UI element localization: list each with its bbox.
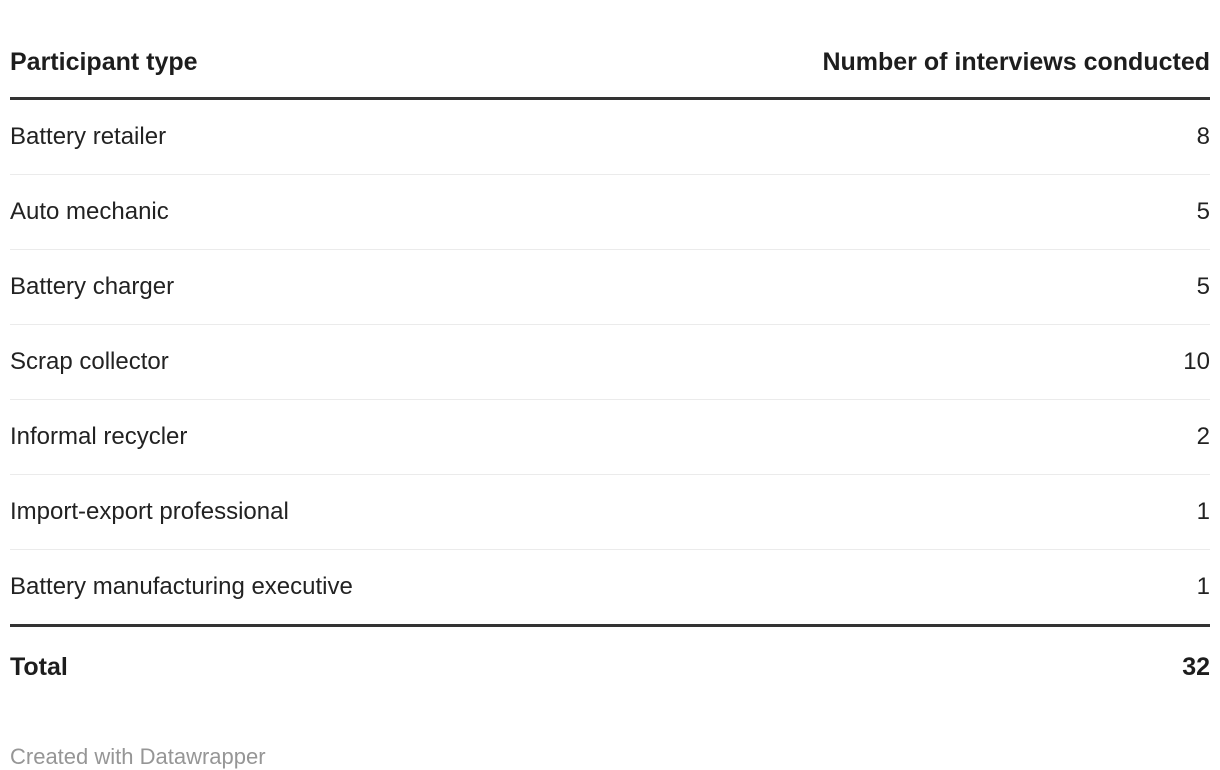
total-value: 32 [1182,653,1210,681]
participant-type-cell: Battery retailer [10,98,730,175]
column-header-participant-type: Participant type [10,30,730,100]
interview-count-cell: 5 [730,174,1210,250]
interview-count-cell: 10 [730,324,1210,400]
table-row: Informal recycler 2 [10,399,1210,475]
table-row: Import-export professional 1 [10,474,1210,550]
interviews-table: Participant type Number of interviews co… [10,30,1210,707]
table-row: Scrap collector 10 [10,324,1210,400]
datawrapper-credit-link[interactable]: Created with Datawrapper [10,744,266,769]
participant-type-cell: Auto mechanic [10,174,730,250]
participant-type-cell: Informal recycler [10,399,730,475]
column-header-interview-count: Number of interviews conducted [730,30,1210,100]
participant-type-cell: Scrap collector [10,324,730,400]
table-total-row: Total 32 [10,626,1210,708]
table-row: Battery manufacturing executive 1 [10,549,1210,627]
interview-count-cell: 1 [730,549,1210,627]
table-row: Auto mechanic 5 [10,174,1210,250]
participant-type-cell: Battery charger [10,249,730,325]
interview-count-cell: 5 [730,249,1210,325]
interview-count-cell: 1 [730,474,1210,550]
total-label: Total [10,653,68,681]
interview-count-cell: 8 [730,98,1210,175]
interview-count-cell: 2 [730,399,1210,475]
participant-type-cell: Battery manufacturing executive [10,549,730,627]
table-row: Battery retailer 8 [10,98,1210,175]
table-row: Battery charger 5 [10,249,1210,325]
table-header-row: Participant type Number of interviews co… [10,30,1210,100]
participant-type-cell: Import-export professional [10,474,730,550]
